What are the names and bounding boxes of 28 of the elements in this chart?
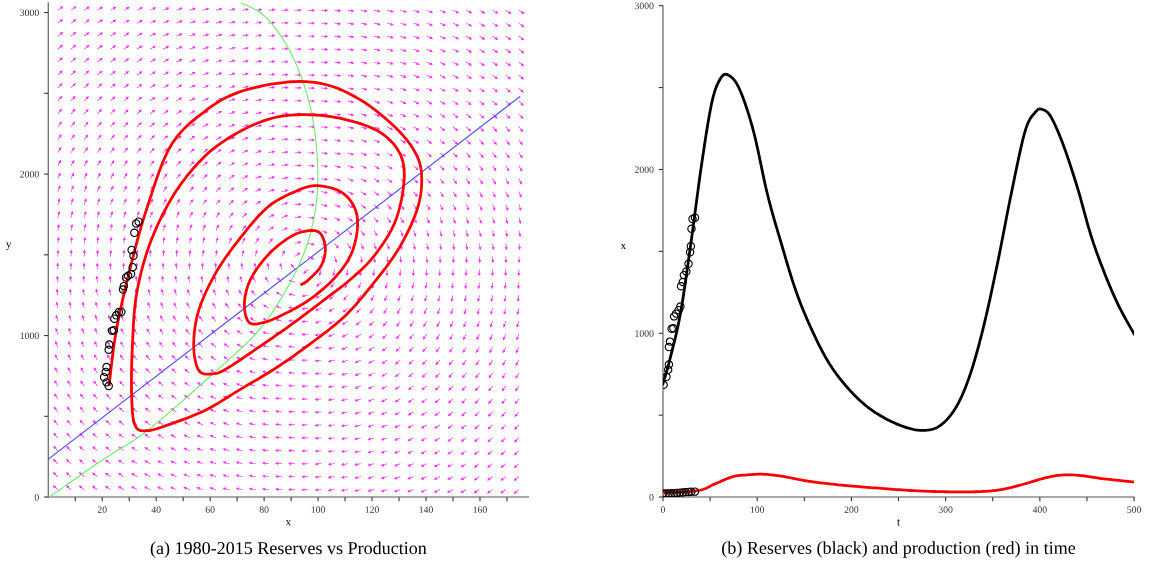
x-tick-label: 80 (259, 506, 269, 513)
x-tick-label: 20 (97, 506, 107, 513)
x-tick-label: 400 (1032, 506, 1047, 513)
y-tick-label: 2000 (20, 170, 39, 178)
x-tick-label: 0 (660, 506, 666, 513)
x-tick-label: 200 (844, 506, 859, 513)
y-axis-title: y (6, 242, 12, 250)
y-tick-label: 1000 (635, 330, 654, 337)
x-axis-title: t (897, 519, 900, 526)
y-tick-label: 1000 (20, 332, 39, 340)
y-tick-label: 3000 (634, 2, 654, 10)
y-axis-title: x (620, 243, 627, 249)
x-tick-label: 500 (1127, 506, 1141, 513)
x-tick-label: 100 (311, 506, 325, 513)
y-tick-label: 2000 (634, 166, 654, 173)
x-tick-label: 60 (205, 506, 215, 513)
x-tick-label: 160 (473, 506, 487, 513)
y-tick-label: 0 (649, 493, 654, 501)
text: (b) Reserves (black) and production (red) in time (722, 541, 1076, 558)
y-tick-label: 0 (34, 493, 39, 501)
x-tick-label: 120 (365, 506, 379, 513)
text: (a) 1980-2015 Reserves vs Production (150, 541, 427, 558)
x-tick-label: 40 (151, 506, 161, 513)
x-tick-label: 100 (750, 506, 765, 513)
y-tick-label: 3000 (20, 9, 39, 17)
x-axis-title: x (285, 520, 292, 526)
x-tick-label: 140 (419, 506, 433, 513)
x-tick-label: 300 (938, 506, 953, 513)
